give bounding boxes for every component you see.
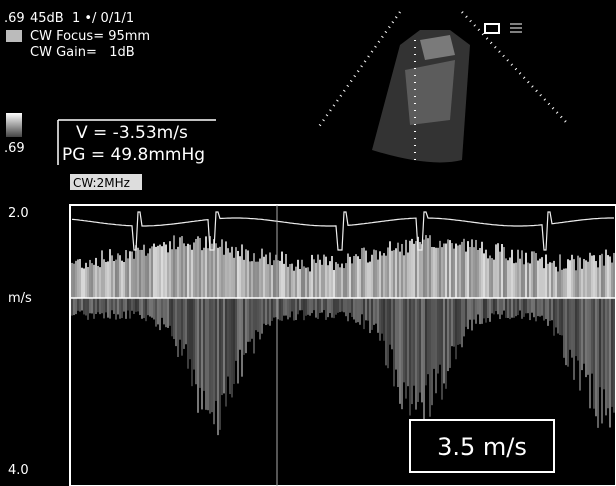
gray-bar [6, 113, 22, 137]
gain-index: .69 [4, 11, 25, 26]
ultrasound-screen: .69 45dB 1 •/ 0/1/1 CW Focus= 95mm CW Ga… [0, 0, 616, 486]
doppler-trace [72, 212, 614, 435]
scale-unit: m/s [8, 291, 32, 306]
page: .69 45dB 1 •/ 0/1/1 CW Focus= 95mm CW Ga… [0, 0, 616, 486]
gray-swatch [6, 30, 22, 42]
sector-image [318, 12, 566, 165]
velocity: V = -3.53m/s [76, 123, 188, 143]
gradient: PG = 49.8mmHg [62, 145, 205, 165]
annotation: 3.5 m/s [437, 433, 527, 461]
scale-bottom: 4.0 [8, 463, 29, 478]
settings: 45dB 1 •/ 0/1/1 [30, 11, 134, 26]
gain: CW Gain= 1dB [30, 45, 135, 60]
scale-top: 2.0 [8, 206, 29, 221]
mode: CW:2MHz [73, 176, 130, 190]
focus: CW Focus= 95mm [30, 29, 150, 44]
gray-index: .69 [4, 141, 25, 156]
